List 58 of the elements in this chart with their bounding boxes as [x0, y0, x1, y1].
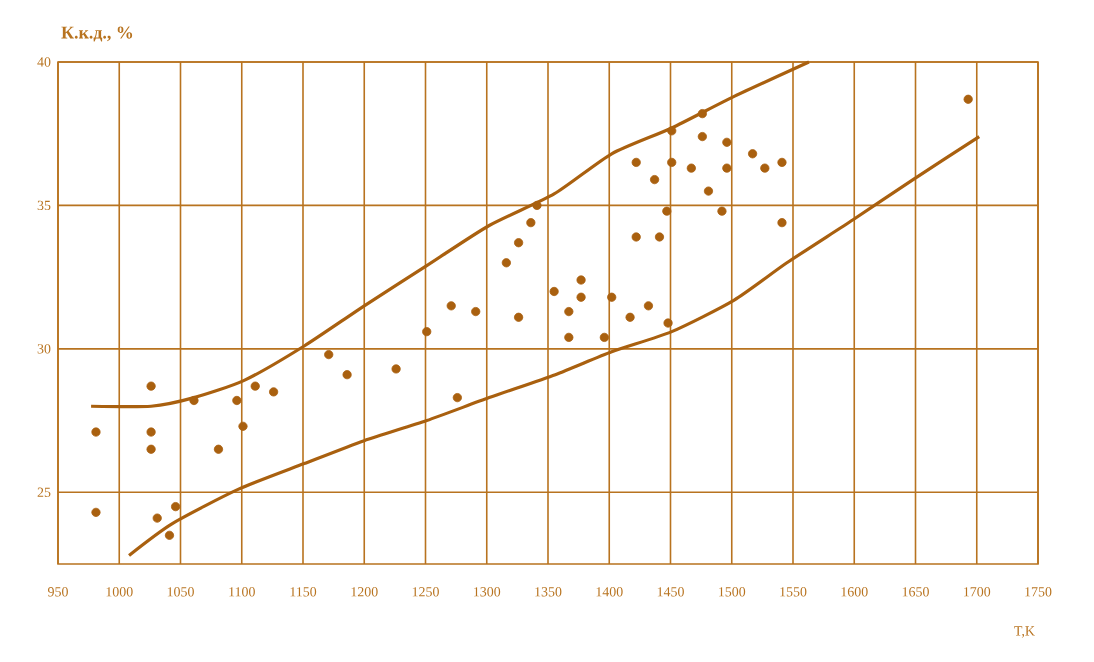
point	[324, 350, 334, 360]
line-series	[127, 134, 981, 557]
point	[549, 286, 559, 297]
point	[625, 312, 635, 322]
point	[703, 186, 714, 196]
point	[760, 163, 770, 173]
point	[963, 94, 973, 104]
line-series	[89, 60, 811, 409]
point	[686, 163, 696, 173]
point	[232, 395, 242, 406]
point	[164, 530, 175, 540]
point	[564, 306, 574, 317]
point	[777, 218, 787, 228]
point	[514, 312, 524, 322]
point	[91, 507, 101, 517]
point	[238, 421, 248, 431]
point	[654, 232, 665, 242]
point	[576, 275, 586, 285]
point	[269, 387, 279, 397]
point	[189, 395, 199, 406]
point	[643, 301, 654, 311]
point	[576, 292, 586, 302]
point	[152, 513, 162, 523]
point	[532, 200, 542, 211]
point	[452, 393, 462, 403]
point	[697, 131, 707, 142]
point	[146, 427, 156, 437]
point	[697, 109, 707, 119]
point	[146, 381, 156, 391]
point	[250, 381, 260, 391]
point	[649, 175, 660, 185]
point	[446, 301, 456, 311]
point	[146, 444, 156, 454]
point	[213, 444, 224, 454]
point	[777, 157, 787, 167]
point	[564, 332, 574, 342]
point	[631, 157, 641, 167]
point	[631, 232, 641, 242]
point	[391, 364, 401, 374]
y-axis-title: К.к.д., %	[61, 26, 133, 42]
point	[514, 238, 524, 248]
point	[171, 502, 181, 512]
point	[91, 427, 101, 437]
point	[722, 163, 732, 173]
point	[717, 206, 727, 216]
point	[471, 306, 481, 317]
point	[722, 137, 732, 147]
point	[667, 157, 677, 167]
point	[747, 149, 758, 159]
point	[422, 327, 432, 337]
point	[599, 332, 609, 342]
point	[663, 318, 673, 328]
point	[667, 126, 677, 136]
point	[342, 370, 352, 380]
point	[501, 258, 511, 268]
point	[526, 218, 536, 228]
point	[607, 292, 617, 302]
point	[662, 206, 672, 216]
